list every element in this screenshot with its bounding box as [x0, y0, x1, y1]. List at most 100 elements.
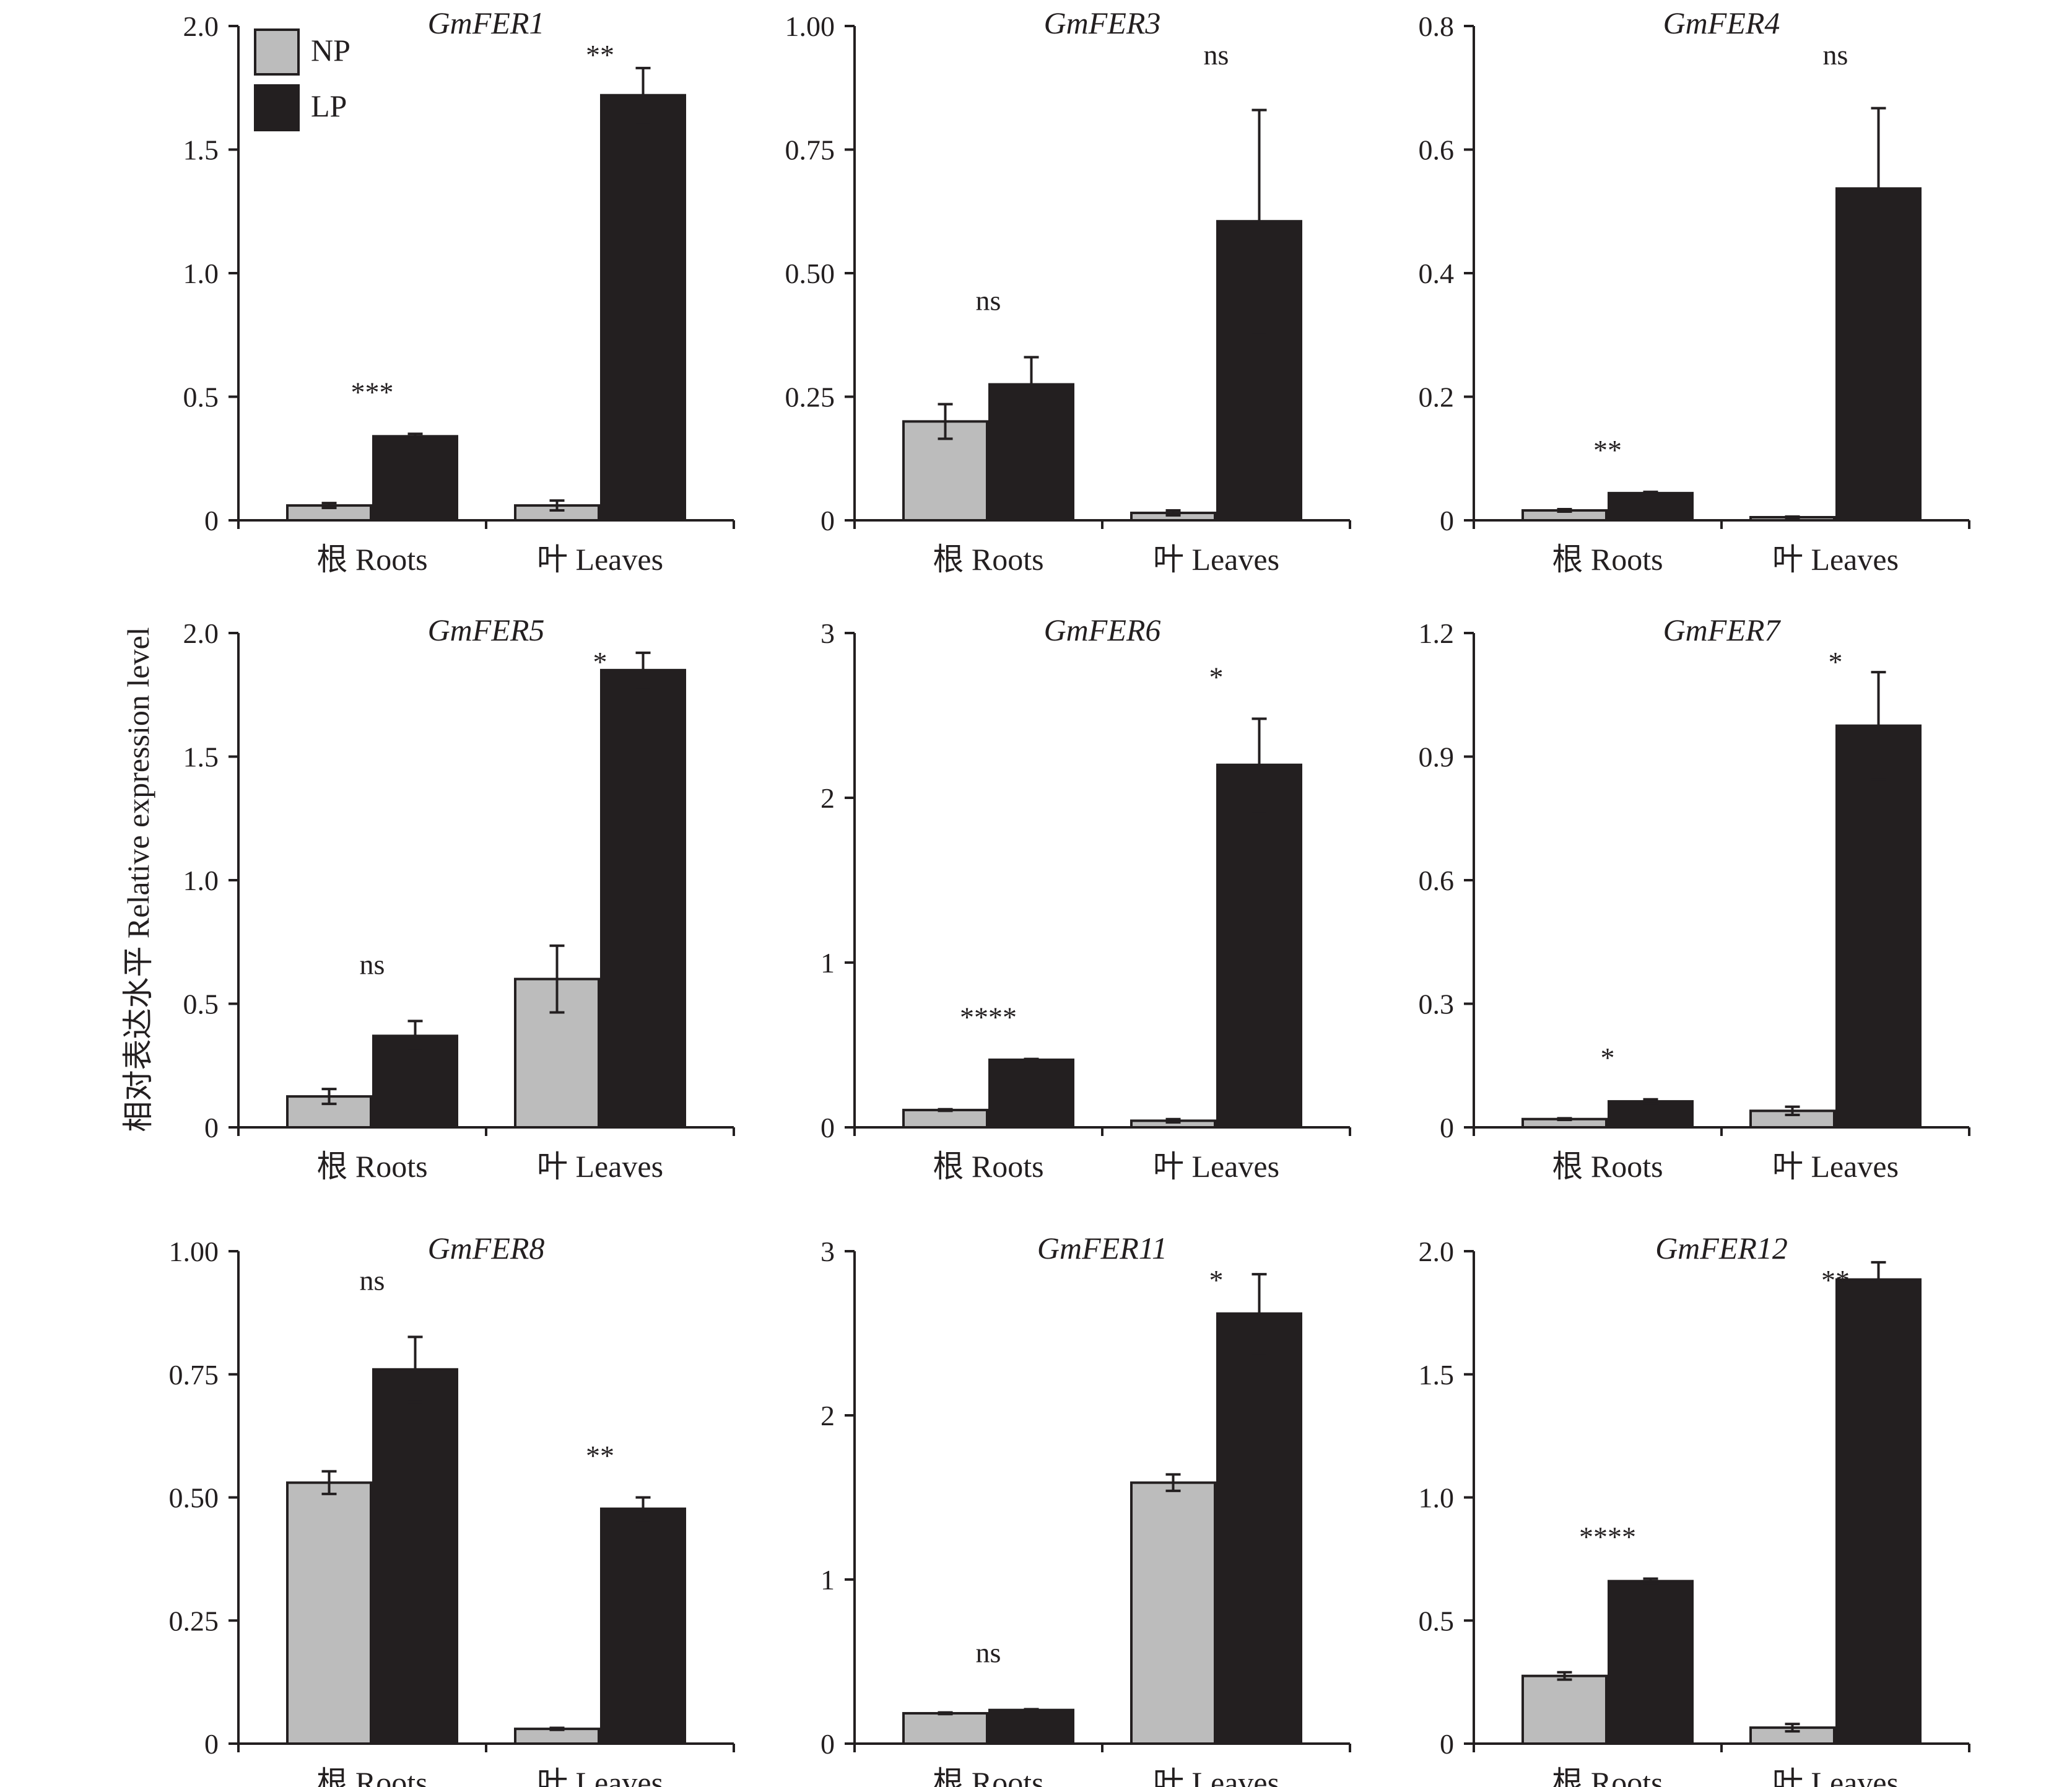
y-tick-label: 0.6 [1419, 134, 1455, 166]
category-label: 叶 Leaves [1153, 1149, 1279, 1184]
category-label: 根 Roots [1552, 542, 1663, 577]
y-tick-label: 1.0 [183, 258, 219, 289]
y-tick-label: 1.5 [1419, 1359, 1455, 1391]
significance-label: **** [1579, 1521, 1636, 1553]
y-tick-label: 0.6 [1419, 865, 1455, 896]
y-tick-label: 0 [821, 505, 835, 536]
y-tick-label: 0.50 [169, 1482, 219, 1514]
bar-lp-leaves [1216, 763, 1302, 1129]
y-tick-label: 0 [1440, 1112, 1454, 1143]
y-tick-label: 0.5 [183, 989, 219, 1020]
bar-lp-leaves [1835, 1278, 1922, 1745]
significance-label: *** [351, 376, 394, 408]
significance-label: * [1209, 661, 1224, 693]
panel-title: GmFER1 [428, 6, 545, 40]
category-label: 叶 Leaves [537, 1765, 663, 1787]
significance-label: * [1601, 1042, 1615, 1073]
y-tick-label: 2 [821, 782, 835, 814]
category-label: 叶 Leaves [1772, 1765, 1899, 1787]
y-tick-label: 0.5 [183, 382, 219, 413]
category-label: 叶 Leaves [1772, 1149, 1899, 1184]
significance-label: ns [360, 948, 385, 980]
y-axis-label: 相对表达水平 Relative expression level [121, 627, 155, 1132]
y-tick-label: 3 [821, 618, 835, 649]
y-tick-label: 0.8 [1419, 11, 1455, 42]
y-tick-label: 0.3 [1419, 989, 1455, 1020]
panel-title: GmFER12 [1655, 1231, 1788, 1265]
y-tick-label: 1.5 [183, 741, 219, 773]
bar-lp-roots [1608, 1579, 1694, 1745]
chart-panel-gmfer8: 0 0.25 0.50 0.75 1.00 GmFER8 ns 根 Roots ** 叶 Leav… [169, 1231, 735, 1787]
category-label: 叶 Leaves [537, 542, 663, 577]
bar-np-roots [286, 1481, 372, 1745]
category-label: 根 Roots [316, 1765, 427, 1787]
y-tick-label: 1.0 [183, 865, 219, 896]
category-label: 根 Roots [933, 542, 1043, 577]
chart-panel-gmfer1: 0 0.5 1.0 1.5 2.0 GmFER1 *** 根 Roots ** 叶 Leaves [183, 6, 735, 577]
significance-label: ns [1204, 39, 1229, 71]
y-tick-label: 1.00 [785, 11, 835, 42]
category-label: 根 Roots [1552, 1149, 1663, 1184]
significance-label: * [593, 646, 607, 678]
y-tick-label: 0.50 [785, 258, 835, 289]
y-tick-label: 0 [204, 1112, 219, 1143]
y-tick-label: 0 [204, 505, 219, 536]
significance-label: ns [360, 1264, 385, 1296]
panel-title: GmFER3 [1044, 6, 1161, 40]
bar-lp-roots [1608, 492, 1694, 522]
y-tick-label: 0.4 [1419, 258, 1455, 289]
y-tick-label: 1.0 [1419, 1482, 1455, 1514]
legend-np-label: NP [311, 33, 350, 68]
significance-label: * [1829, 646, 1843, 678]
bar-np-leaves [1130, 1481, 1216, 1745]
chart-panel-gmfer5: 0 0.5 1.0 1.5 2.0 GmFER5 ns 根 Roots * 叶 Leaves [183, 613, 735, 1184]
y-tick-label: 0 [821, 1112, 835, 1143]
significance-label: ns [976, 1636, 1001, 1668]
panels: 00.51.01.52.0 GmFER1***根 Roots**叶 Leaves0… [169, 6, 1970, 1787]
y-tick-label: 0.5 [1419, 1605, 1455, 1636]
panel-title: GmFER7 [1663, 613, 1782, 647]
category-label: 根 Roots [933, 1149, 1043, 1184]
legend-np-swatch [254, 28, 300, 76]
chart-panel-gmfer11: 0 1 2 3 GmFER11 ns 根 Roots * 叶 Leaves [821, 1231, 1351, 1787]
legend-lp-swatch [254, 84, 300, 131]
category-label: 根 Roots [316, 1149, 427, 1184]
significance-label: **** [960, 1002, 1017, 1033]
y-tick-label: 2 [821, 1400, 835, 1431]
panel-title: GmFER5 [428, 613, 545, 647]
panel-title: GmFER6 [1044, 613, 1161, 647]
y-tick-label: 1 [821, 1564, 835, 1596]
y-tick-label: 1 [821, 947, 835, 979]
chart-panel-gmfer7: 0 0.3 0.6 0.9 1.2 GmFER7 * 根 Roots * 叶 Leaves [1419, 613, 1970, 1184]
bar-lp-leaves [600, 1507, 686, 1745]
bar-lp-leaves [600, 94, 686, 522]
y-tick-label: 0.2 [1419, 382, 1455, 413]
bar-np-roots [902, 1109, 988, 1129]
significance-label: ** [1821, 1264, 1850, 1296]
significance-label: ns [1823, 39, 1848, 71]
y-tick-label: 1.5 [183, 134, 219, 166]
bar-lp-roots [1608, 1100, 1694, 1129]
y-tick-label: 2.0 [183, 618, 219, 649]
y-tick-label: 0 [1440, 505, 1454, 536]
category-label: 叶 Leaves [1153, 542, 1279, 577]
y-tick-label: 0.75 [169, 1359, 219, 1391]
significance-label: ns [976, 285, 1001, 317]
y-tick-label: 2.0 [1419, 1236, 1455, 1267]
y-tick-label: 0 [204, 1728, 219, 1760]
category-label: 叶 Leaves [537, 1149, 663, 1184]
bar-np-roots [902, 1711, 988, 1745]
bar-lp-leaves [1835, 724, 1922, 1129]
significance-label: ** [586, 1440, 614, 1472]
chart-panel-gmfer3: 0 0.25 0.50 0.75 1.00 GmFER3 ns 根 Roots ns 叶 Leav… [785, 6, 1351, 577]
panel-title: GmFER8 [428, 1231, 545, 1265]
category-label: 叶 Leaves [1153, 1765, 1279, 1787]
chart-panel-gmfer12: 0 0.5 1.0 1.5 2.0 GmFER12 **** 根 Roots ** 叶 Leave… [1419, 1231, 1970, 1787]
panel-title: GmFER11 [1037, 1231, 1167, 1265]
y-tick-label: 1.00 [169, 1236, 219, 1267]
y-tick-label: 0.9 [1419, 741, 1455, 773]
y-tick-label: 0 [1440, 1728, 1454, 1760]
bar-lp-roots [372, 435, 458, 522]
y-tick-label: 3 [821, 1236, 835, 1267]
